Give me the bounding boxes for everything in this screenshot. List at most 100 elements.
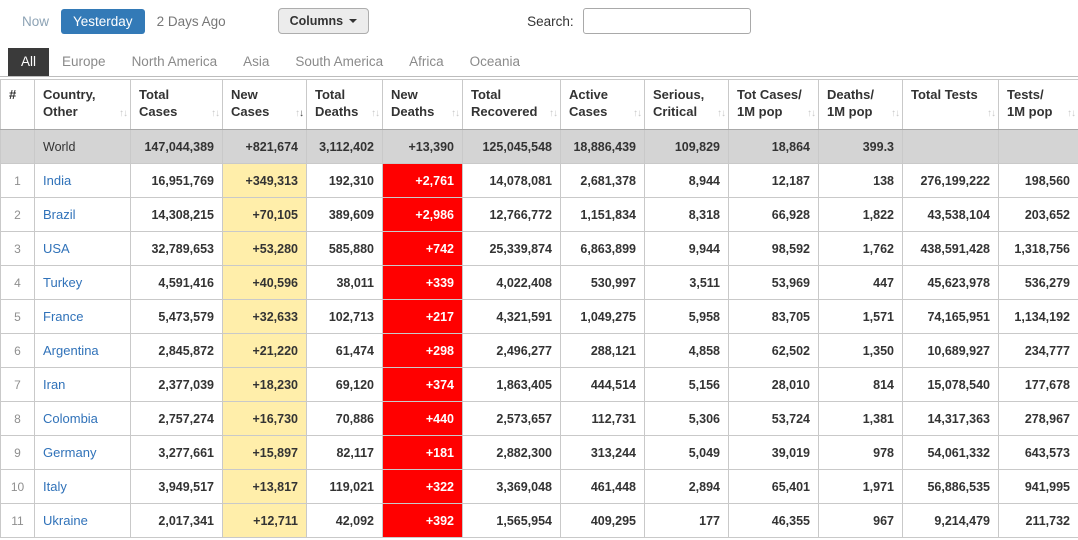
cell-new-cases: +349,313 (222, 163, 307, 198)
cell-country: Germany (34, 435, 131, 470)
sort-icon[interactable]: ↑↓ (891, 108, 900, 119)
tab-south-america[interactable]: South America (295, 54, 384, 69)
tab-yesterday[interactable]: Yesterday (61, 8, 145, 34)
cell-total-tests: 438,591,428 (902, 231, 999, 266)
header-serious-critical[interactable]: Serious, Critical ↑↓ (644, 79, 729, 130)
header-total-recovered[interactable]: Total Recovered ↑↓ (462, 79, 561, 130)
country-link[interactable]: Germany (43, 445, 97, 460)
header-deaths-per-1m[interactable]: Deaths/ 1M pop ↑↓ (818, 79, 903, 130)
cell-total-tests: 45,623,978 (902, 265, 999, 300)
header-tests-per-1m[interactable]: Tests/ 1M pop ↑↓ (998, 79, 1078, 130)
search-input[interactable] (582, 8, 751, 34)
cell-deaths-per-1m: 814 (818, 367, 903, 402)
cell-total-cases: 32,789,653 (130, 231, 223, 266)
sort-icon[interactable]: ↑↓ (807, 108, 816, 119)
cell-country: Ukraine (34, 503, 131, 538)
header-total-cases[interactable]: Total Cases ↑↓ (130, 79, 223, 130)
header-active-cases[interactable]: Active Cases ↑↓ (560, 79, 645, 130)
table-row: 7 Iran 2,377,039 +18,230 69,120 +374 1,863,405… (0, 367, 1078, 402)
sort-icon[interactable]: ↑↓ (987, 108, 996, 119)
cell-new-deaths: +339 (382, 265, 463, 300)
cell-total-deaths: 61,474 (306, 333, 383, 368)
cell-total-deaths: 585,880 (306, 231, 383, 266)
header-cases-per-1m[interactable]: Tot Cases/ 1M pop ↑↓ (728, 79, 819, 130)
cell-cases-per-1m: 83,705 (728, 299, 819, 334)
tab-all[interactable]: All (8, 48, 50, 76)
sort-icon[interactable]: ↑↓ (295, 108, 304, 119)
cell-total-recovered: 125,045,548 (462, 129, 561, 164)
country-link[interactable]: Colombia (43, 411, 98, 426)
cell-country: Italy (34, 469, 131, 504)
country-link[interactable]: Ukraine (43, 513, 88, 528)
sort-icon[interactable]: ↑↓ (717, 108, 726, 119)
cell-total-recovered: 2,882,300 (462, 435, 561, 470)
tab-now[interactable]: Now (22, 13, 50, 29)
table-row: 11 Ukraine 2,017,341 +12,711 42,092 +392 1,565… (0, 503, 1078, 538)
country-link[interactable]: Argentina (43, 343, 99, 358)
cell-country: Turkey (34, 265, 131, 300)
sort-icon[interactable]: ↑↓ (633, 108, 642, 119)
cell-cases-per-1m: 66,928 (728, 197, 819, 232)
tab-north-america[interactable]: North America (131, 54, 218, 69)
cell-rank: 9 (0, 435, 35, 470)
tab-europe[interactable]: Europe (62, 54, 106, 69)
columns-dropdown-button[interactable]: Columns (277, 8, 370, 34)
header-new-deaths[interactable]: New Deaths ↑↓ (382, 79, 463, 130)
cell-new-deaths: +13,390 (382, 129, 463, 164)
sort-icon[interactable]: ↑↓ (119, 108, 128, 119)
cell-active-cases: 6,863,899 (560, 231, 645, 266)
cell-new-deaths: +392 (382, 503, 463, 538)
cell-total-deaths: 102,713 (306, 299, 383, 334)
sort-icon[interactable]: ↑↓ (371, 108, 380, 119)
header-country[interactable]: Country, Other ↑↓ (34, 79, 131, 130)
tab-oceania[interactable]: Oceania (469, 54, 520, 69)
cell-new-deaths: +374 (382, 367, 463, 402)
cell-active-cases: 18,886,439 (560, 129, 645, 164)
cell-cases-per-1m: 53,969 (728, 265, 819, 300)
cell-rank: 11 (0, 503, 35, 538)
table-row: 10 Italy 3,949,517 +13,817 119,021 +322 3,369,… (0, 469, 1078, 504)
cell-new-deaths: +2,986 (382, 197, 463, 232)
sort-icon[interactable]: ↑↓ (451, 108, 460, 119)
cell-tests-per-1m (998, 129, 1078, 164)
tab-africa[interactable]: Africa (409, 54, 444, 69)
cell-total-cases: 14,308,215 (130, 197, 223, 232)
sort-icon[interactable]: ↑↓ (1067, 108, 1076, 119)
cell-cases-per-1m: 98,592 (728, 231, 819, 266)
cell-serious-critical: 5,049 (644, 435, 729, 470)
header-row: # Country, Other ↑↓ Total Cases ↑↓ New C… (0, 79, 1078, 130)
cell-active-cases: 313,244 (560, 435, 645, 470)
cell-tests-per-1m: 941,995 (998, 469, 1078, 504)
header-total-tests[interactable]: Total Tests ↑↓ (902, 79, 999, 130)
covid-stats-table: # Country, Other ↑↓ Total Cases ↑↓ New C… (0, 79, 1078, 538)
sort-icon[interactable]: ↑↓ (211, 108, 220, 119)
country-link[interactable]: USA (43, 241, 70, 256)
tab-2-days-ago[interactable]: 2 Days Ago (156, 13, 226, 29)
country-link[interactable]: India (43, 173, 72, 188)
country-link[interactable]: Brazil (43, 207, 76, 222)
country-link[interactable]: France (43, 309, 84, 324)
table-row: 6 Argentina 2,845,872 +21,220 61,474 +298 2,49… (0, 333, 1078, 368)
cell-deaths-per-1m: 1,822 (818, 197, 903, 232)
country-link[interactable]: Italy (43, 479, 67, 494)
cell-deaths-per-1m: 138 (818, 163, 903, 198)
cell-total-recovered: 14,078,081 (462, 163, 561, 198)
header-total-deaths[interactable]: Total Deaths ↑↓ (306, 79, 383, 130)
search-area: Search: (527, 8, 751, 34)
cell-country: World (34, 129, 131, 164)
cell-rank: 6 (0, 333, 35, 368)
cell-country: Iran (34, 367, 131, 402)
cell-tests-per-1m: 198,560 (998, 163, 1078, 198)
cell-total-cases: 3,949,517 (130, 469, 223, 504)
cell-new-deaths: +217 (382, 299, 463, 334)
cell-new-deaths: +440 (382, 401, 463, 436)
cell-rank: 4 (0, 265, 35, 300)
country-link[interactable]: Turkey (43, 275, 83, 290)
tab-asia[interactable]: Asia (243, 54, 270, 69)
cell-serious-critical: 8,944 (644, 163, 729, 198)
header-new-cases[interactable]: New Cases ↑↓ (222, 79, 307, 130)
sort-icon[interactable]: ↑↓ (549, 108, 558, 119)
cell-deaths-per-1m: 978 (818, 435, 903, 470)
country-link[interactable]: Iran (43, 377, 66, 392)
cell-total-tests: 9,214,479 (902, 503, 999, 538)
